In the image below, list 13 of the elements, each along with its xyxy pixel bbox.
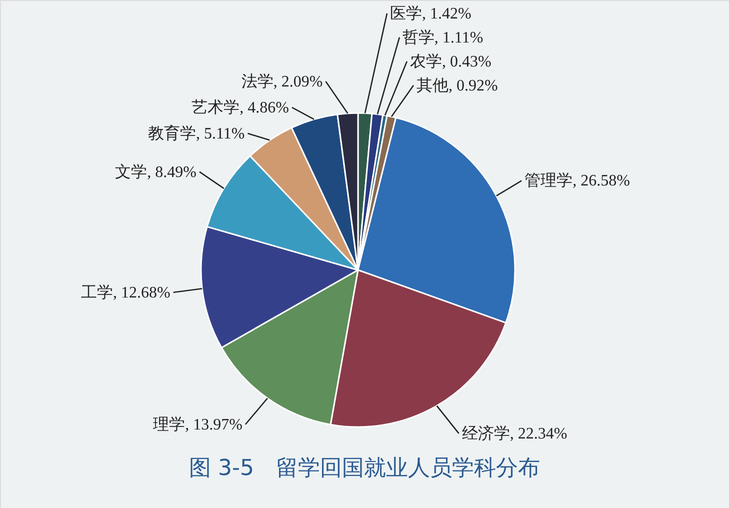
slice-label: 农学, 0.43%	[410, 52, 492, 70]
slice-label: 医学, 1.42%	[390, 4, 472, 22]
slice-label: 文学, 8.49%	[115, 162, 197, 181]
slice-label: 工学, 12.68%	[81, 283, 170, 302]
slice-label: 管理学, 26.58%	[524, 172, 630, 190]
slice-label: 经济学, 22.34%	[462, 424, 568, 442]
text: 图 3-5 留学回国就业人员学科分布	[189, 456, 540, 481]
slice-label: 教育学, 5.11%	[148, 124, 245, 142]
slice-label: 法学, 2.09%	[241, 72, 323, 90]
slice-label: 哲学, 1.11%	[402, 28, 484, 46]
slice-label: 艺术学, 4.86%	[192, 98, 290, 116]
slice-label: 理学, 13.97%	[153, 415, 242, 434]
slice-label: 其他, 0.92%	[416, 76, 498, 94]
